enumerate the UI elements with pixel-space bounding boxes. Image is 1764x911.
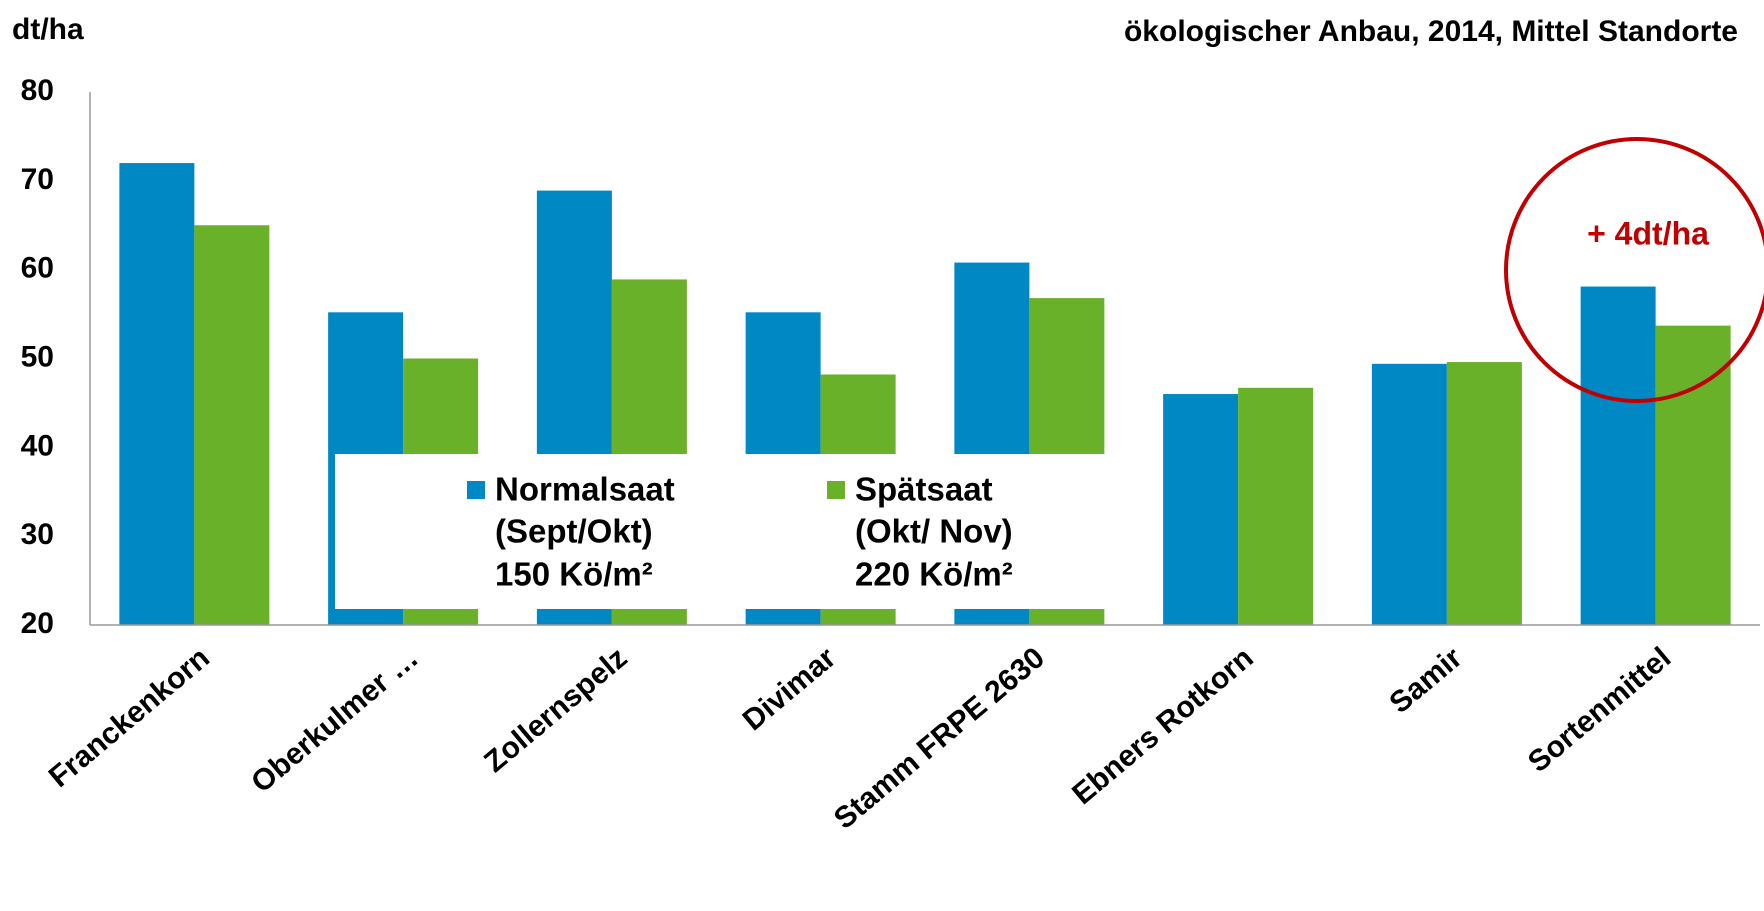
legend-swatch — [827, 481, 845, 499]
x-tick-label: Ebners Rotkorn — [1066, 641, 1260, 811]
bar — [194, 225, 270, 625]
bar — [1655, 325, 1731, 625]
legend-label: Normalsaat — [495, 471, 675, 508]
y-tick-label: 40 — [21, 429, 54, 462]
legend-label: Spätsaat — [855, 471, 993, 508]
x-tick-label: Zollernspelz — [478, 641, 633, 779]
x-tick-label: Franckenkorn — [43, 641, 216, 794]
y-tick-label: 60 — [21, 252, 54, 285]
y-tick-label: 80 — [21, 74, 54, 107]
legend-description: 150 Kö/m² — [495, 556, 653, 593]
x-tick-label: Divimar — [737, 641, 843, 737]
bar — [1163, 394, 1239, 625]
y-tick-label: 50 — [21, 340, 54, 373]
annotation-text: + 4dt/ha — [1587, 215, 1709, 251]
x-tick-label: Stamm FRPE 2630 — [828, 641, 1051, 836]
y-tick-label: 30 — [21, 518, 54, 551]
annotation-circle — [1504, 137, 1764, 403]
bar — [1371, 363, 1447, 625]
legend-description: (Sept/Okt) — [495, 513, 653, 550]
bar — [1238, 387, 1314, 625]
y-tick-label: 70 — [21, 163, 54, 196]
y-tick-label: 20 — [21, 607, 54, 640]
legend-description: 220 Kö/m² — [855, 556, 1013, 593]
legend-description: (Okt/ Nov) — [855, 513, 1013, 550]
x-tick-label: Sortenmittel — [1522, 641, 1677, 779]
chart-title: ökologischer Anbau, 2014, Mittel Standor… — [1124, 15, 1738, 48]
bar — [119, 163, 195, 626]
y-axis-label: dt/ha — [12, 13, 84, 46]
x-tick-label: Samir — [1383, 641, 1468, 720]
bar — [1446, 362, 1522, 625]
legend-box — [335, 454, 1105, 609]
x-tick-label: Oberkulmer … — [245, 641, 425, 799]
legend-swatch — [467, 481, 485, 499]
bar — [1580, 286, 1656, 625]
